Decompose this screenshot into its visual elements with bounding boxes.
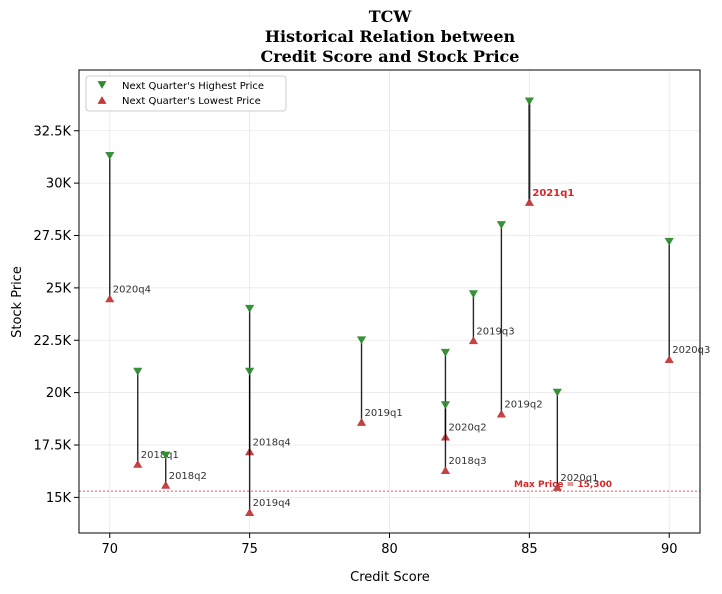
x-tick-label: 70 (101, 542, 118, 557)
data-point-group: 2018q1 (133, 367, 179, 468)
low-price-marker (552, 482, 562, 491)
high-price-marker (161, 451, 171, 460)
chart-title-line-1: TCW (369, 7, 413, 26)
data-point-group: 2019q4 (245, 367, 291, 516)
grid (79, 70, 700, 533)
chart-title-line-2: Historical Relation between (265, 27, 516, 46)
point-label: 2020q3 (672, 345, 710, 356)
low-price-marker (105, 294, 115, 303)
high-price-marker (524, 97, 534, 106)
data-point-group: 2019q2 (496, 221, 543, 418)
data-point-group: 2020q2 (440, 348, 487, 441)
low-price-marker (440, 466, 451, 475)
low-price-marker (161, 480, 171, 489)
low-price-marker (664, 355, 674, 364)
high-price-marker (440, 348, 451, 357)
reference-line-label: Max Price = 15,300 (514, 480, 612, 490)
y-tick-label: 20K (46, 386, 72, 401)
low-price-marker (245, 508, 255, 516)
point-label: 2018q4 (253, 437, 291, 448)
point-label: 2018q2 (169, 471, 207, 482)
y-tick-label: 25K (46, 281, 72, 296)
y-tick-label: 27.5K (34, 229, 72, 244)
low-price-marker (496, 409, 506, 418)
legend-marker-lowest (97, 96, 107, 104)
data-point-group: 2019q3 (468, 290, 515, 345)
chart-title: TCW Historical Relation between Credit S… (261, 7, 520, 66)
point-label: 2019q2 (504, 400, 542, 411)
point-label: 2019q3 (476, 326, 514, 337)
x-tick-label: 85 (521, 542, 538, 557)
point-label: 2019q4 (253, 498, 291, 509)
high-price-marker (468, 290, 479, 299)
data-point-group: 2021q1 (524, 97, 574, 206)
y-tick-label: 17.5K (34, 439, 72, 454)
legend-label-lowest: Next Quarter's Lowest Price (122, 96, 261, 107)
data-point-group: 2019q1 (356, 336, 403, 426)
point-label: 2020q4 (113, 284, 151, 295)
legend-marker-highest (97, 81, 107, 89)
data-point-group: 2020q4 (105, 151, 151, 303)
x-tick-label: 90 (661, 542, 678, 557)
point-label: 2018q1 (141, 450, 179, 461)
low-price-marker (524, 198, 534, 206)
point-label: 2019q1 (365, 408, 403, 419)
high-price-marker (552, 388, 562, 397)
chart-title-line-3: Credit Score and Stock Price (261, 47, 520, 66)
x-tick-label: 75 (241, 542, 258, 557)
data-point-group: 2020q1 (552, 388, 599, 491)
high-price-marker (496, 221, 506, 229)
legend-label-highest: Next Quarter's Highest Price (122, 81, 264, 92)
high-price-marker (440, 401, 451, 410)
high-price-marker (245, 304, 255, 313)
data-marks: 2020q4 2018q1 2018q2 2018q4 2019q4 2019q1 2020… (105, 97, 710, 516)
high-price-marker (356, 336, 367, 345)
y-axis-label: Stock Price (10, 266, 25, 338)
x-axis-label: Credit Score (350, 570, 430, 585)
y-tick-label: 15K (46, 491, 72, 506)
y-tick-label: 32.5K (34, 124, 72, 139)
point-label: 2021q1 (532, 188, 574, 199)
legend: Next Quarter's Highest Price Next Quarte… (85, 75, 287, 112)
point-label: 2020q1 (560, 473, 598, 484)
data-point-group: 2018q3 (440, 401, 487, 475)
high-price-marker (664, 237, 674, 246)
data-point-group: 2020q3 (664, 237, 710, 364)
x-tick-label: 80 (381, 542, 398, 557)
point-label: 2018q3 (448, 456, 486, 467)
low-price-marker (468, 336, 479, 345)
legend-box (85, 75, 287, 112)
axis-ticks: 70 75 80 85 90 15K 17.5K 20K 22.5K 25K 27.5K 30K 32.… (34, 124, 678, 557)
data-point-group: 2018q2 (161, 451, 207, 489)
y-tick-label: 22.5K (34, 334, 72, 349)
high-price-marker (133, 367, 143, 376)
high-price-marker (245, 367, 255, 376)
reference-line-group: Max Price = 15,300 (79, 480, 700, 492)
low-price-marker (133, 459, 143, 468)
data-point-group: 2018q4 (245, 304, 291, 456)
high-price-marker (105, 151, 115, 160)
low-price-marker (356, 418, 367, 426)
point-label: 2020q2 (448, 423, 486, 434)
y-tick-label: 30K (46, 177, 72, 192)
